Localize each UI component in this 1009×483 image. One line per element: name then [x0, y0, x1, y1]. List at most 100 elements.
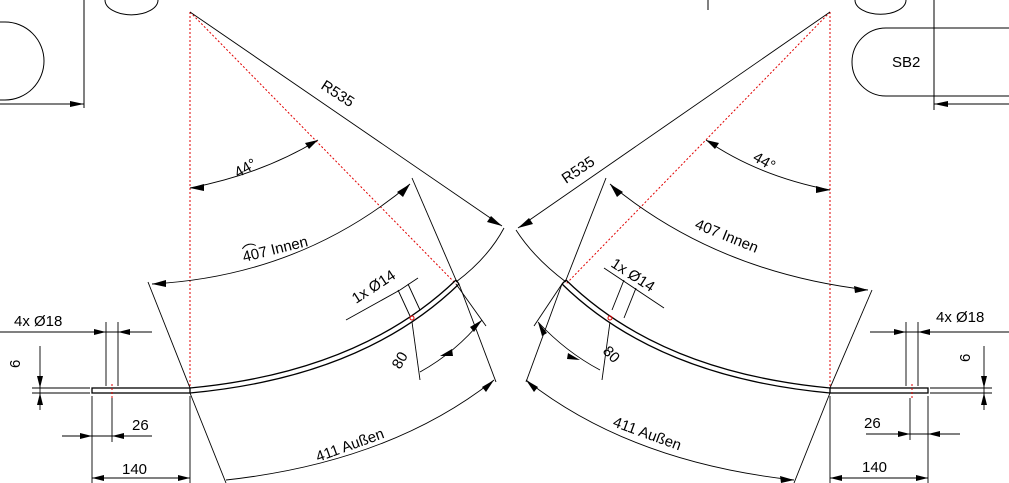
right-hole-ext-b: [623, 287, 637, 319]
left-hole-ext-b: [407, 283, 421, 311]
right-80-ext-b: [533, 283, 563, 327]
right-radius-label: R535: [559, 153, 598, 187]
left-top-circle: [104, 0, 159, 16]
left-outer-arrow-b: [482, 380, 494, 392]
right-outer-label: 411 Außen: [611, 414, 684, 454]
right-outer-arrow-a: [780, 476, 794, 483]
left-thickness-label: 6: [7, 360, 24, 368]
left-holes-arrow-a: [94, 329, 106, 335]
left-length-arrow-a: [92, 475, 104, 481]
right-outer-ext-a: [793, 392, 831, 483]
left-80-arrow-a: [440, 349, 453, 356]
right-straight-bar: [829, 387, 929, 394]
right-length-label: 140: [862, 459, 887, 476]
left-80-label: 80: [389, 349, 412, 372]
right-inner-dim-arc: [609, 183, 869, 291]
left-angled-centerline: [189, 11, 457, 285]
right-inner-arrow-b: [610, 184, 623, 197]
right-holes-arrow-a: [894, 329, 906, 335]
right-offset-label: 26: [864, 415, 881, 432]
right-thickness-label: 6: [957, 354, 974, 362]
right-80-arrow-b: [567, 353, 580, 360]
right-top-circle: [854, 0, 907, 15]
left-inner-ext-a: [147, 281, 191, 389]
left-radius-label: R535: [318, 77, 357, 111]
left-length-label: 140: [122, 461, 147, 478]
left-angle-arrow-b: [305, 140, 318, 149]
left-thickness-arrow-b: [37, 393, 43, 405]
left-radius-arrow: [487, 216, 502, 226]
right-80-ext-a: [601, 321, 611, 381]
left-holes-label: 4x Ø18: [14, 313, 62, 330]
right-offset-arrow-b: [928, 431, 940, 437]
right-inner-label: 407 Innen: [693, 216, 761, 257]
left-inner-ext-b: [411, 177, 457, 281]
left-outer-ext-b: [458, 283, 497, 383]
left-80-ext-a: [411, 321, 421, 381]
right-angle-arc: [705, 139, 831, 191]
right-80-arrow-a: [538, 322, 547, 336]
right-length-arrow-a: [830, 475, 842, 481]
right-angle-arrow-a: [816, 186, 830, 193]
right-outer-ext-b: [525, 283, 563, 383]
left-inner-arrow-b: [397, 184, 410, 197]
left-slot-shape: [0, 21, 45, 101]
left-hole-mark: [409, 315, 415, 321]
right-thickness-arrow-a: [981, 376, 987, 388]
left-radius-line: [189, 11, 503, 227]
left-straight-bar: [91, 387, 191, 394]
right-outer-arrow-b: [526, 380, 538, 392]
right-length-arrow-b: [916, 475, 928, 481]
left-inner-arrow-a: [152, 280, 166, 287]
right-radius-arrow: [518, 218, 533, 228]
left-outer-dim-arc: [225, 379, 495, 481]
right-80-dim-arc: [537, 321, 601, 371]
left-hole-leader-b: [399, 277, 419, 291]
right-bent-bar-inner: [561, 283, 831, 394]
right-hole-mark: [607, 315, 613, 321]
left-80-ext-b: [455, 283, 487, 327]
left-view: 44° R535 ⌒ 407 Innen 1x Ø14 80 411 Außen: [0, 0, 505, 483]
left-bar-end-cap: [455, 279, 460, 285]
left-angle-label: 44°: [232, 155, 260, 181]
right-slot-shape: [851, 27, 1009, 97]
left-offset-label: 26: [132, 417, 149, 434]
left-hole-label: 1x Ø14: [349, 267, 399, 308]
right-hole-ext-a: [611, 279, 625, 311]
left-inner-arc-symbol: ⌒: [241, 242, 260, 262]
left-holes-arrow-b: [118, 329, 130, 335]
left-bent-bar-outer: [189, 279, 457, 389]
left-radius-arc: [455, 227, 505, 283]
right-offset-arrow-a: [898, 431, 910, 437]
right-angle-label: 44°: [750, 149, 778, 175]
left-angle-arc: [189, 139, 319, 189]
right-80-label: 80: [599, 343, 623, 367]
right-hole-leader-a: [603, 267, 665, 309]
left-hole-ext-a: [397, 289, 411, 317]
right-thickness-arrow-b: [981, 393, 987, 405]
right-slot-label: SB2: [892, 54, 920, 71]
right-outer-dim-arc: [525, 379, 795, 481]
left-outer-ext-a: [189, 392, 227, 483]
right-bent-bar-outer: [565, 279, 831, 389]
right-angled-centerline: [565, 11, 831, 285]
right-holes-label: 4x Ø18: [936, 309, 984, 326]
right-radius-line: [517, 11, 831, 229]
right-slot-dim-arrow: [934, 101, 948, 107]
right-inner-ext-b: [565, 177, 607, 281]
left-bent-bar-inner: [189, 283, 460, 394]
left-80-arrow-b: [470, 320, 482, 332]
left-offset-arrow-b: [112, 433, 124, 439]
left-inner-dim-arc: [151, 183, 411, 285]
left-angle-arrow-a: [190, 184, 204, 191]
right-angle-arrow-b: [706, 140, 719, 149]
right-view: SB2 R535 44° 407 Innen 1x Ø14: [515, 0, 1009, 483]
right-radius-arc: [515, 229, 567, 283]
right-inner-arrow-a: [854, 286, 868, 293]
left-offset-arrow-a: [80, 433, 92, 439]
left-thickness-arrow-a: [37, 376, 43, 388]
left-length-arrow-b: [178, 475, 190, 481]
right-inner-ext-a: [829, 289, 873, 389]
right-holes-arrow-b: [918, 329, 930, 335]
